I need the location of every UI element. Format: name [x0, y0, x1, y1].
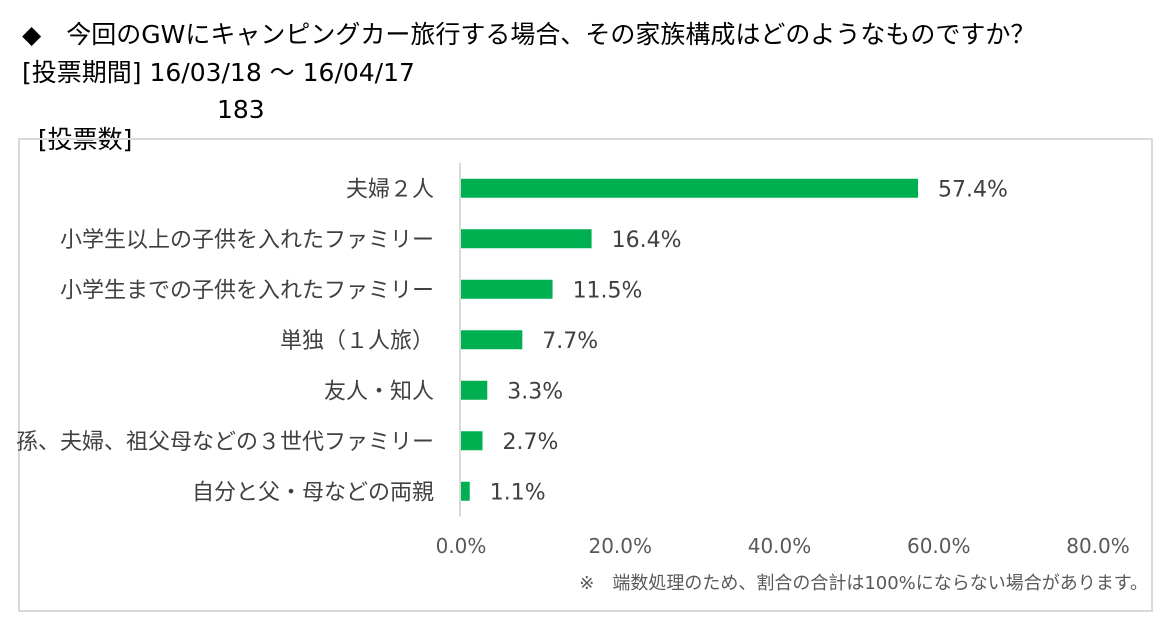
x-tick-label: 20.0% [588, 534, 652, 558]
data-label: 1.1% [490, 480, 546, 505]
data-label: 16.4% [612, 228, 682, 253]
data-label: 3.3% [507, 379, 563, 404]
category-label: 小学生までの子供を入れたファミリー [60, 278, 434, 303]
x-tick-label: 0.0% [436, 534, 487, 558]
vote-count-value: 183 [217, 95, 265, 124]
x-tick-label: 60.0% [907, 534, 971, 558]
bar [461, 481, 470, 501]
category-label: 単独（１人旅） [280, 329, 434, 354]
category-label: 友人・知人 [324, 379, 434, 404]
question-title: ◆ 今回のGWにキャンピングカー旅行する場合、その家族構成はどのようなものですか… [22, 20, 1036, 49]
data-label: 2.7% [502, 430, 558, 455]
chart-frame [18, 138, 1153, 612]
data-label: 11.5% [573, 278, 643, 303]
bar [461, 330, 523, 350]
x-tick-label: 80.0% [1066, 534, 1130, 558]
category-label: 孫、夫婦、祖父母などの３世代ファミリー [16, 430, 434, 455]
category-label: 小学生以上の子供を入れたファミリー [60, 228, 434, 253]
bar [461, 229, 592, 249]
footnote: ※ 端数処理のため、割合の合計は100%にならない場合があります。 [579, 573, 1148, 594]
category-label: 自分と父・母などの両親 [192, 480, 434, 505]
data-label: 57.4% [938, 177, 1008, 202]
bar [461, 431, 483, 451]
bar [461, 279, 553, 299]
bar [461, 380, 488, 400]
x-tick-label: 40.0% [748, 534, 812, 558]
data-label: 7.7% [542, 329, 598, 354]
category-label: 夫婦２人 [346, 177, 434, 202]
bar [461, 178, 919, 198]
voting-period: [投票期間] 16/03/18 ～ 16/04/17 [22, 58, 415, 87]
